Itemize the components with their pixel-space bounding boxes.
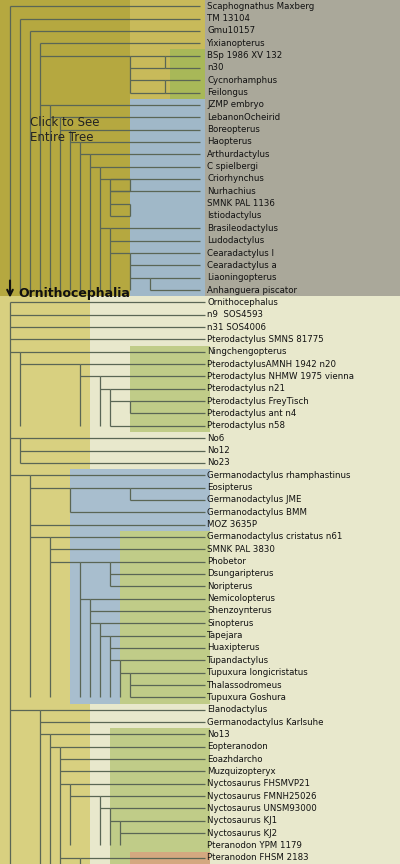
Text: Liaoningopterus: Liaoningopterus bbox=[207, 273, 276, 283]
Text: Elanodactylus: Elanodactylus bbox=[207, 705, 267, 715]
Text: Dsungaripterus: Dsungaripterus bbox=[207, 569, 274, 578]
Text: Nyctosaurus FMNH25026: Nyctosaurus FMNH25026 bbox=[207, 791, 316, 801]
Text: n9  SOS4593: n9 SOS4593 bbox=[207, 310, 263, 319]
Text: Pteranodon YPM 1179: Pteranodon YPM 1179 bbox=[207, 841, 302, 850]
Text: Eopteranodon: Eopteranodon bbox=[207, 742, 268, 751]
Text: Click to See
Entire Tree: Click to See Entire Tree bbox=[30, 116, 100, 143]
Text: Eoazhdarcho: Eoazhdarcho bbox=[207, 754, 262, 764]
Text: Cearadactylus I: Cearadactylus I bbox=[207, 249, 274, 257]
Text: Nyctosaurus FHSMVP21: Nyctosaurus FHSMVP21 bbox=[207, 779, 310, 788]
Text: Ningchengopterus: Ningchengopterus bbox=[207, 347, 286, 356]
Text: Pterodactylus NHMW 1975 vienna: Pterodactylus NHMW 1975 vienna bbox=[207, 372, 354, 381]
Text: Istiodactylus: Istiodactylus bbox=[207, 212, 261, 220]
Text: Ornithocephalus: Ornithocephalus bbox=[207, 298, 278, 307]
Text: Anhanguera piscator: Anhanguera piscator bbox=[207, 286, 297, 295]
Text: PterodactylusAMNH 1942 n20: PterodactylusAMNH 1942 n20 bbox=[207, 359, 336, 369]
Bar bbox=[130, 0, 205, 98]
Text: Germanodactylus JME: Germanodactylus JME bbox=[207, 495, 302, 505]
Text: Germanodactylus rhamphastinus: Germanodactylus rhamphastinus bbox=[207, 471, 350, 480]
Text: Haopterus: Haopterus bbox=[207, 137, 252, 146]
Bar bbox=[130, 346, 210, 432]
Bar bbox=[130, 852, 210, 864]
Text: Pterodactylus n21: Pterodactylus n21 bbox=[207, 384, 285, 393]
Text: Ludodactylus: Ludodactylus bbox=[207, 236, 264, 245]
Text: Nyctosaurus KJ2: Nyctosaurus KJ2 bbox=[207, 829, 277, 837]
Text: Germanodactylus BMM: Germanodactylus BMM bbox=[207, 508, 307, 517]
Text: Germanodactylus cristatus n61: Germanodactylus cristatus n61 bbox=[207, 532, 342, 542]
Text: Shenzoупterus: Shenzoупterus bbox=[207, 607, 272, 615]
Text: No12: No12 bbox=[207, 446, 230, 455]
Bar bbox=[205, 0, 400, 296]
Text: Pterodactylus n58: Pterodactylus n58 bbox=[207, 422, 285, 430]
Bar bbox=[110, 728, 210, 864]
Text: Cearadactylus a: Cearadactylus a bbox=[207, 261, 277, 270]
Text: SMNK PAL 3830: SMNK PAL 3830 bbox=[207, 545, 275, 554]
Text: Yixianopterus: Yixianopterus bbox=[207, 39, 266, 48]
Text: Tupuxura Goshura: Tupuxura Goshura bbox=[207, 693, 286, 702]
Text: No13: No13 bbox=[207, 730, 230, 739]
Text: Muzquizopteryx: Muzquizopteryx bbox=[207, 767, 276, 776]
Text: n31 SOS4006: n31 SOS4006 bbox=[207, 322, 266, 332]
Text: Scaphognathus Maxberg: Scaphognathus Maxberg bbox=[207, 2, 314, 10]
Text: Feilongus: Feilongus bbox=[207, 88, 248, 97]
Bar bbox=[0, 296, 90, 864]
Text: No23: No23 bbox=[207, 459, 230, 467]
Text: Nyctosaurus UNSM93000: Nyctosaurus UNSM93000 bbox=[207, 804, 317, 813]
Text: Eosipterus: Eosipterus bbox=[207, 483, 252, 492]
Text: Tupandactylus: Tupandactylus bbox=[207, 656, 269, 664]
Text: SMNK PAL 1136: SMNK PAL 1136 bbox=[207, 200, 275, 208]
Text: Huaxipterus: Huaxipterus bbox=[207, 644, 260, 652]
Bar bbox=[0, 0, 205, 296]
Text: No6: No6 bbox=[207, 434, 224, 442]
Text: Phobetor: Phobetor bbox=[207, 557, 246, 566]
Text: Ornithocephalia: Ornithocephalia bbox=[18, 287, 130, 300]
Text: TM 13104: TM 13104 bbox=[207, 14, 250, 23]
Text: Thalassodromeus: Thalassodromeus bbox=[207, 681, 283, 689]
Text: Brasileodactylus: Brasileodactylus bbox=[207, 224, 278, 232]
Bar bbox=[130, 98, 205, 296]
Text: Gmu10157: Gmu10157 bbox=[207, 27, 255, 35]
Text: Criorhynchus: Criorhynchus bbox=[207, 175, 264, 183]
Text: Cycnorhamphus: Cycnorhamphus bbox=[207, 76, 277, 85]
Text: Nemicolopterus: Nemicolopterus bbox=[207, 594, 275, 603]
Text: Noripterus: Noripterus bbox=[207, 581, 252, 591]
Text: Pterodactylus FreyTisch: Pterodactylus FreyTisch bbox=[207, 397, 309, 405]
Text: MOZ 3635P: MOZ 3635P bbox=[207, 520, 257, 529]
Text: Nyctosaurus KJ1: Nyctosaurus KJ1 bbox=[207, 816, 277, 825]
Text: n30: n30 bbox=[207, 63, 224, 73]
Text: Arthurdactylus: Arthurdactylus bbox=[207, 149, 270, 159]
Bar bbox=[0, 296, 400, 864]
Text: Germanodactylus Karlsuhe: Germanodactylus Karlsuhe bbox=[207, 718, 324, 727]
Text: Tapejara: Tapejara bbox=[207, 632, 243, 640]
Text: LebanonOcheirid: LebanonOcheirid bbox=[207, 113, 280, 122]
Text: Nurhachius: Nurhachius bbox=[207, 187, 256, 196]
Text: Boreopterus: Boreopterus bbox=[207, 125, 260, 134]
Text: JZMP embryo: JZMP embryo bbox=[207, 100, 264, 110]
Bar bbox=[70, 469, 210, 703]
Text: BSp 1986 XV 132: BSp 1986 XV 132 bbox=[207, 51, 282, 60]
Text: Pteranodon FHSM 2183: Pteranodon FHSM 2183 bbox=[207, 854, 309, 862]
Text: C spielbergi: C spielbergi bbox=[207, 162, 258, 171]
Text: Pterodactylus ant n4: Pterodactylus ant n4 bbox=[207, 409, 296, 418]
Text: Pterodactylus SMNS 81775: Pterodactylus SMNS 81775 bbox=[207, 335, 324, 344]
Bar bbox=[170, 49, 205, 98]
Bar bbox=[120, 530, 210, 703]
Text: Tupuxura longicristatus: Tupuxura longicristatus bbox=[207, 668, 308, 677]
Text: Sinopterus: Sinopterus bbox=[207, 619, 253, 628]
